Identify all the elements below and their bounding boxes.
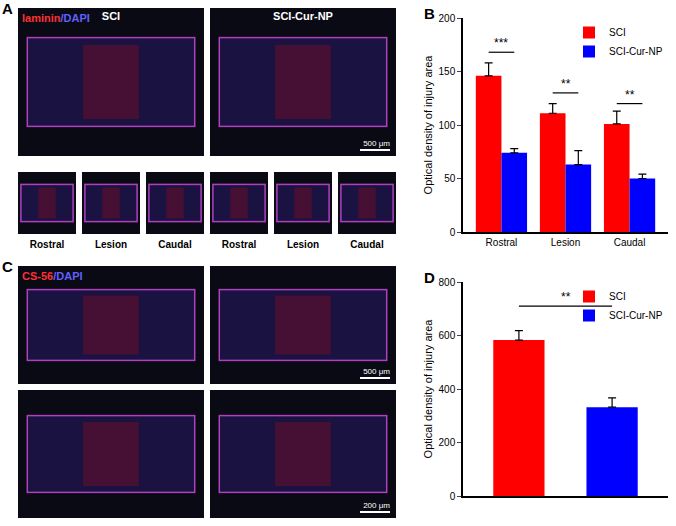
svg-text:800: 800	[439, 277, 456, 288]
svg-text:SCI-Cur-NP: SCI-Cur-NP	[273, 10, 333, 22]
svg-text:SCI-Cur-NP: SCI-Cur-NP	[609, 310, 663, 321]
svg-text:**: **	[561, 77, 571, 91]
svg-text:200: 200	[439, 13, 456, 24]
svg-text:laminin/DAPI: laminin/DAPI	[22, 12, 90, 24]
svg-text:Optical density of injury area: Optical density of injury area	[422, 319, 434, 459]
svg-text:500 μm: 500 μm	[363, 139, 390, 148]
svg-text:Caudal: Caudal	[158, 239, 192, 250]
svg-text:0: 0	[450, 491, 456, 502]
svg-text:Caudal: Caudal	[614, 237, 646, 248]
svg-text:Caudal: Caudal	[350, 239, 384, 250]
svg-text:CS-56/DAPI: CS-56/DAPI	[22, 270, 83, 282]
svg-text:200: 200	[439, 437, 456, 448]
svg-text:SCI: SCI	[609, 27, 626, 38]
svg-text:Lesion: Lesion	[287, 239, 319, 250]
svg-text:50: 50	[444, 173, 456, 184]
svg-text:SCI: SCI	[609, 291, 626, 302]
svg-text:Rostral: Rostral	[222, 239, 257, 250]
svg-text:**: **	[561, 290, 571, 304]
svg-text:Rostral: Rostral	[30, 239, 65, 250]
svg-text:***: ***	[494, 36, 508, 50]
svg-text:SCI-Cur-NP: SCI-Cur-NP	[609, 46, 663, 57]
svg-text:Optical density of injury area: Optical density of injury area	[422, 55, 434, 195]
svg-text:SCI: SCI	[102, 10, 120, 22]
svg-text:D: D	[424, 269, 435, 286]
svg-text:C: C	[2, 258, 13, 275]
svg-text:A: A	[2, 0, 13, 17]
svg-text:Lesion: Lesion	[551, 237, 580, 248]
svg-text:Rostral: Rostral	[486, 237, 518, 248]
svg-text:**: **	[625, 88, 635, 102]
svg-text:0: 0	[450, 227, 456, 238]
svg-text:500 μm: 500 μm	[363, 367, 390, 376]
svg-text:400: 400	[439, 384, 456, 395]
svg-text:150: 150	[439, 66, 456, 77]
svg-text:200 μm: 200 μm	[363, 501, 390, 510]
svg-text:600: 600	[439, 330, 456, 341]
svg-text:Lesion: Lesion	[95, 239, 127, 250]
svg-text:B: B	[424, 5, 435, 22]
svg-text:100: 100	[439, 120, 456, 131]
